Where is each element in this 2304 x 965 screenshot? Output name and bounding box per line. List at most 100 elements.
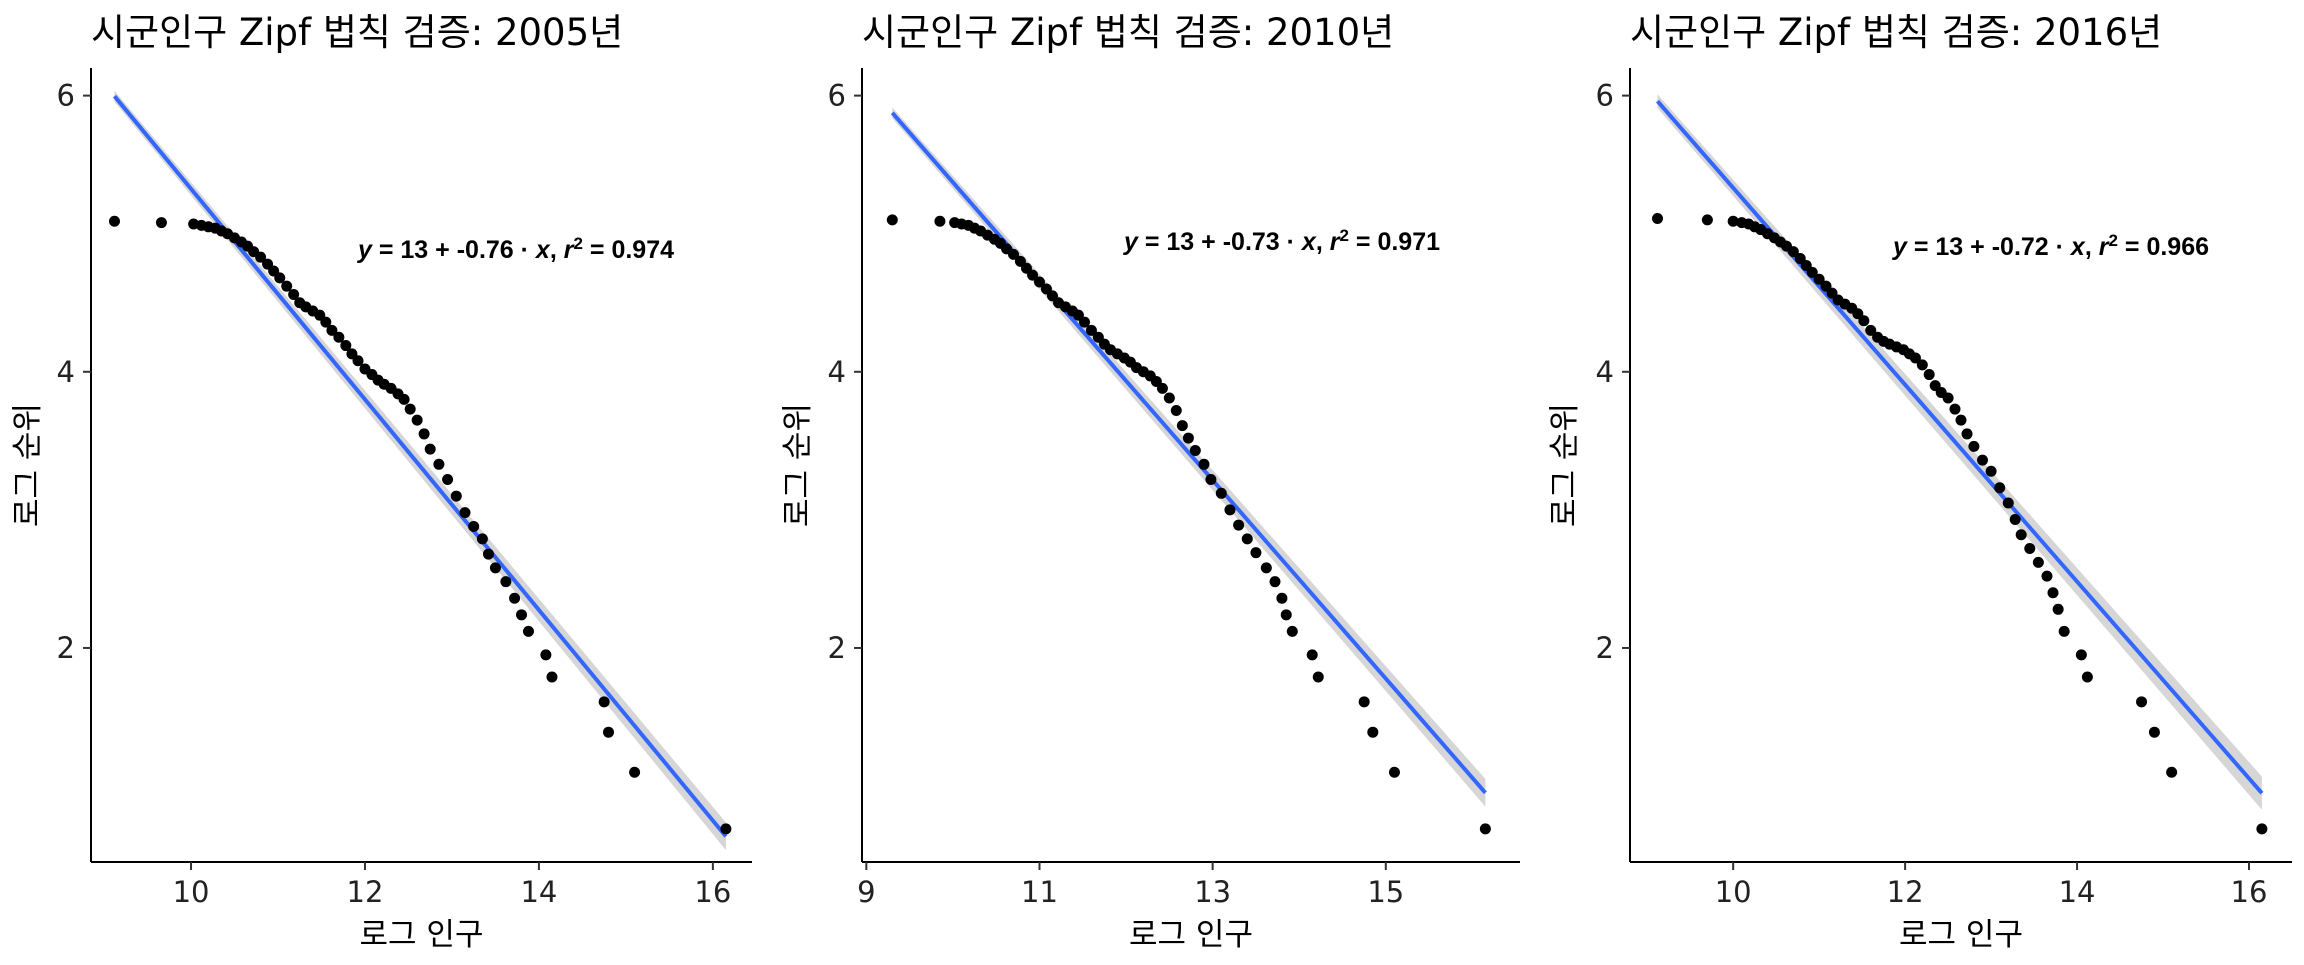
data-point-51 — [1280, 609, 1292, 621]
data-point-52 — [2058, 625, 2070, 637]
y-tick-label: 4 — [828, 355, 846, 389]
data-point-3 — [1727, 215, 1739, 227]
x-tick-label: 16 — [2231, 875, 2268, 909]
data-point-15 — [1027, 269, 1039, 281]
data-point-38 — [418, 428, 430, 440]
data-point-16 — [274, 272, 286, 284]
data-point-40 — [1189, 445, 1201, 457]
data-point-1 — [1652, 213, 1664, 225]
data-point-42 — [1205, 473, 1217, 485]
data-point-45 — [2009, 514, 2021, 526]
data-point-38 — [1955, 414, 1967, 426]
data-point-51 — [522, 625, 534, 637]
panel-title: 시군인구 Zipf 법칙 검증: 2016년 — [1630, 11, 2162, 54]
data-point-40 — [433, 458, 445, 470]
data-point-46 — [1241, 533, 1253, 545]
data-point-24 — [326, 324, 338, 336]
x-tick-label: 10 — [1715, 875, 1752, 909]
data-point-57 — [720, 823, 732, 835]
data-point-16 — [1033, 276, 1045, 288]
data-point-40 — [1968, 440, 1980, 452]
data-point-54 — [1312, 671, 1324, 683]
data-point-44 — [468, 520, 480, 532]
data-point-57 — [1388, 766, 1400, 778]
data-point-58 — [2256, 823, 2268, 835]
data-point-39 — [1182, 432, 1194, 444]
data-point-36 — [1942, 392, 1954, 404]
y-tick-label: 4 — [1596, 355, 1614, 389]
data-point-42 — [450, 490, 462, 502]
data-point-2 — [155, 217, 167, 229]
data-point-2 — [934, 215, 946, 227]
data-point-23 — [320, 316, 332, 328]
data-point-38 — [1176, 420, 1188, 432]
data-point-35 — [1156, 382, 1168, 394]
x-tick-label: 15 — [1367, 875, 1404, 909]
data-point-52 — [540, 649, 552, 661]
data-point-37 — [1949, 403, 1961, 415]
data-point-49 — [1269, 576, 1281, 588]
data-point-41 — [1976, 454, 1988, 466]
data-point-17 — [281, 280, 293, 292]
data-point-46 — [482, 548, 494, 560]
data-point-52 — [1286, 625, 1298, 637]
data-point-43 — [1994, 482, 2006, 494]
panel-title: 시군인구 Zipf 법칙 검증: 2010년 — [862, 11, 1394, 54]
regression-equation: y = 13 + -0.76 · x, r2 = 0.974 — [356, 234, 674, 265]
data-point-47 — [1250, 547, 1262, 559]
x-tick-label: 13 — [1194, 875, 1231, 909]
chart-panel-3: 시군인구 Zipf 법칙 검증: 2016년 10 12 14 16 2 4 6 로그 인구 로그… — [1547, 11, 2292, 953]
data-point-41 — [1198, 458, 1210, 470]
data-point-56 — [1367, 726, 1379, 738]
data-point-33 — [1923, 369, 1935, 381]
data-point-48 — [2032, 556, 2044, 568]
data-point-50 — [516, 609, 528, 621]
data-point-47 — [2024, 543, 2036, 555]
x-tick-label: 9 — [857, 875, 875, 909]
x-axis-label: 로그 인구 — [1899, 917, 2023, 953]
y-axis-label: 로그 순위 — [10, 403, 46, 527]
y-tick-label: 4 — [57, 355, 75, 389]
regression-equation: y = 13 + -0.73 · x, r2 = 0.971 — [1122, 226, 1440, 257]
y-tick-label: 6 — [1596, 79, 1614, 113]
confidence-band — [1657, 94, 2262, 810]
data-point-24 — [1085, 324, 1097, 336]
data-point-55 — [2136, 696, 2148, 708]
x-tick-label: 10 — [173, 875, 210, 909]
data-point-50 — [2047, 587, 2059, 599]
data-point-51 — [2052, 603, 2064, 615]
data-point-12 — [1787, 246, 1799, 258]
data-point-36 — [1163, 392, 1175, 404]
data-point-15 — [1806, 266, 1818, 278]
data-point-16 — [1813, 273, 1825, 285]
data-point-43 — [459, 507, 471, 519]
data-point-53 — [546, 671, 558, 683]
x-axis-label: 로그 인구 — [360, 917, 484, 953]
y-tick-label: 6 — [828, 79, 846, 113]
data-point-55 — [602, 726, 614, 738]
data-point-49 — [509, 592, 521, 604]
data-point-1 — [886, 214, 898, 226]
y-axis-label: 로그 순위 — [1547, 403, 1583, 527]
chart-panel-2: 시군인구 Zipf 법칙 검증: 2010년 9 11 13 15 2 4 6 로그 인구 로그 … — [780, 11, 1520, 953]
data-point-18 — [288, 288, 300, 300]
data-point-31 — [1909, 352, 1921, 364]
data-point-41 — [442, 473, 454, 485]
x-tick-label: 14 — [520, 875, 557, 909]
data-point-53 — [1306, 649, 1318, 661]
x-axis-label: 로그 인구 — [1129, 917, 1253, 953]
data-point-39 — [1961, 428, 1973, 440]
data-point-2 — [1701, 214, 1713, 226]
data-point-49 — [2041, 570, 2053, 582]
x-tick-label: 16 — [694, 875, 731, 909]
data-point-44 — [2002, 497, 2014, 509]
data-point-25 — [333, 331, 345, 343]
x-tick-label: 12 — [1887, 875, 1924, 909]
data-point-54 — [598, 696, 610, 708]
regression-equation: y = 13 + -0.72 · x, r2 = 0.966 — [1891, 231, 2209, 262]
x-tick-label: 11 — [1021, 875, 1058, 909]
data-point-32 — [1916, 359, 1928, 371]
data-point-12 — [1008, 248, 1020, 260]
data-point-53 — [2075, 649, 2087, 661]
